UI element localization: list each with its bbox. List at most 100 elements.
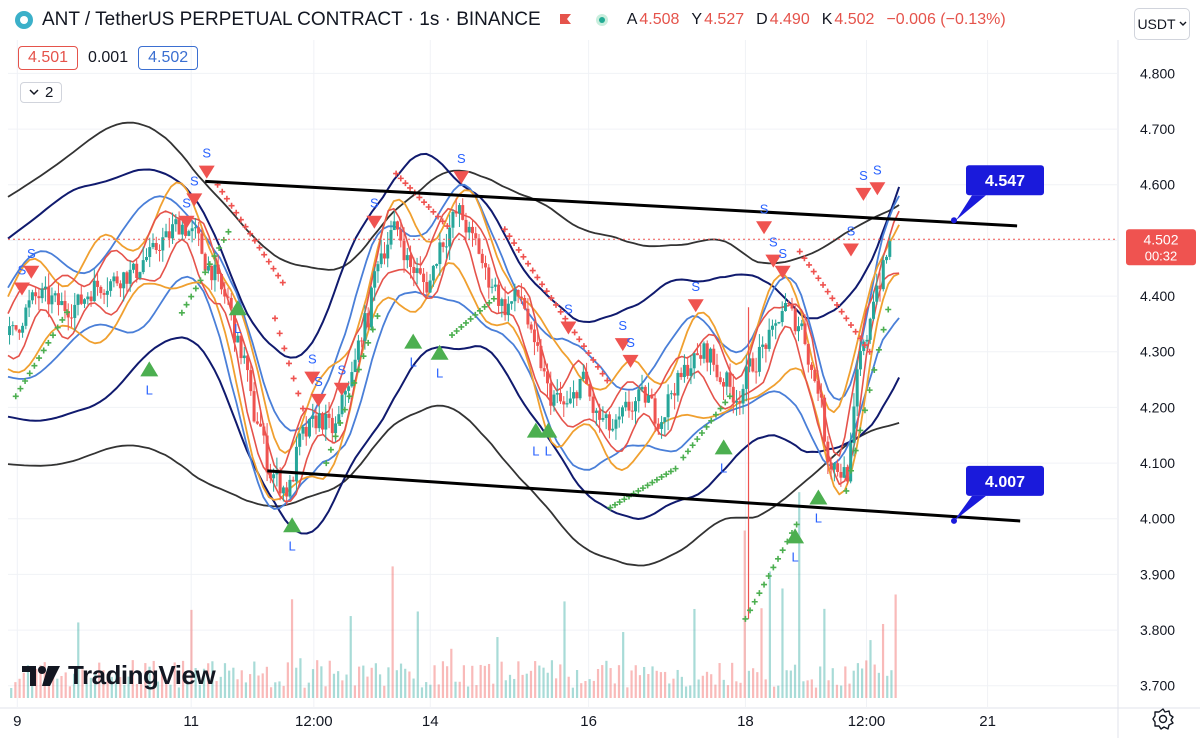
sar-dot (237, 216, 244, 223)
candle-body (43, 286, 47, 289)
candle-body (216, 264, 220, 274)
price-tick-label: 4.800 (1140, 65, 1175, 81)
candle-body (480, 253, 484, 264)
sar-dot (276, 330, 283, 337)
candle-body (871, 301, 875, 319)
candle-body (89, 296, 93, 302)
candle-body (340, 394, 344, 415)
volume-bar (504, 680, 507, 698)
candle-body (806, 343, 810, 365)
sar-dot (206, 261, 213, 268)
sell-signal-label: S (626, 335, 635, 350)
buy-signal-marker (714, 439, 733, 455)
candle-body (510, 301, 514, 304)
candle-body (193, 227, 197, 229)
candle-body (262, 426, 266, 436)
price-tick-label: 4.300 (1140, 344, 1175, 360)
volume-bar (253, 661, 256, 698)
candle-body (767, 329, 771, 349)
chevron-down-icon (29, 89, 39, 96)
volume-bar (743, 530, 746, 698)
volume-bar (395, 670, 398, 698)
candle-body (412, 266, 416, 274)
volume-bar (655, 670, 658, 698)
candle-body (819, 393, 823, 398)
volume-bar (781, 588, 784, 698)
volume-bar (93, 673, 97, 698)
candle-body (102, 293, 106, 295)
sell-signal-label: S (457, 151, 466, 166)
candle-body (389, 230, 393, 245)
candle-body (601, 418, 605, 420)
sar-dot (188, 293, 195, 300)
candle-body (184, 224, 188, 236)
candle-body (653, 398, 657, 424)
volume-bar (517, 661, 520, 698)
candle-body (360, 340, 364, 342)
buy-button[interactable]: 4.502 (138, 46, 199, 70)
symbol-icon[interactable] (14, 10, 34, 30)
candle-body (581, 371, 585, 379)
sar-dot (880, 326, 887, 333)
sar-dot (653, 476, 660, 483)
sar-dot (374, 313, 381, 320)
sar-dot (793, 521, 800, 528)
trendlines[interactable] (205, 179, 1021, 523)
volume-bar (173, 662, 176, 698)
candle-body (203, 253, 207, 271)
currency-select[interactable]: USDT (1134, 8, 1190, 40)
sar-dot (183, 301, 190, 308)
sar-dot (416, 194, 423, 201)
volume-bar (341, 680, 344, 698)
volume-bar (345, 674, 348, 698)
sar-dot (31, 362, 38, 369)
sar-dot (233, 209, 240, 216)
candle-body (549, 383, 553, 406)
sell-signal-marker (855, 187, 872, 201)
sar-dot (820, 281, 827, 288)
candle-body (229, 297, 233, 309)
sell-signal-label: S (27, 246, 36, 261)
sell-button[interactable]: 4.501 (18, 46, 79, 70)
time-axis[interactable]: 9 11 12:00 14 16 18 12:00 21 (13, 713, 996, 730)
buy-signal-marker (140, 361, 159, 377)
candle-body (158, 249, 162, 251)
candle-body (8, 326, 12, 336)
sar-dot (576, 336, 583, 343)
indicators-toggle[interactable]: 2 (20, 82, 63, 103)
candle-body (790, 304, 794, 309)
volume-bar (881, 623, 885, 698)
buy-signal-label: L (436, 366, 443, 381)
candle-body (441, 242, 445, 247)
currency-label: USDT (1137, 16, 1176, 32)
price-tick-label: 4.400 (1140, 288, 1175, 304)
price-axis[interactable]: 4.8004.7004.6004.5004.4004.3004.2004.100… (1140, 65, 1175, 693)
candle-body (425, 282, 429, 293)
settings-gear-icon[interactable] (1152, 708, 1174, 730)
sar-dot (453, 328, 460, 335)
symbol-title[interactable]: ANT / TetherUS PERPETUAL CONTRACT · 1s ·… (42, 9, 541, 30)
market-status-icon (595, 14, 608, 26)
candle-body (484, 263, 488, 268)
sar-dot (810, 268, 817, 275)
volume-bar (508, 674, 512, 698)
time-tick-label: 18 (737, 713, 754, 730)
candle-body (307, 418, 311, 437)
candle-body (131, 263, 135, 270)
sell-signal-label: S (769, 235, 778, 250)
candle-body (249, 370, 253, 392)
candle-body (862, 341, 866, 352)
volume-bar (869, 640, 872, 698)
sar-dot (332, 433, 339, 440)
volume-bar (282, 685, 285, 698)
candle-body (343, 390, 347, 395)
candle-body (692, 353, 696, 369)
volume-bar (102, 670, 105, 698)
flag-icon[interactable] (557, 12, 573, 28)
candle-body (598, 410, 602, 420)
lower-trendline (267, 469, 1021, 523)
candlesticks (8, 198, 892, 619)
candle-body (376, 264, 380, 272)
